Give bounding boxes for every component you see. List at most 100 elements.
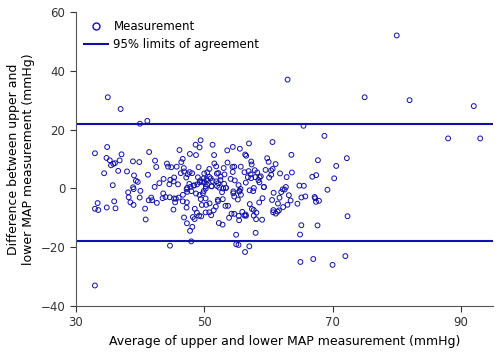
Point [214,170,222,176]
Point [222,185,230,191]
Point [195,213,203,219]
Point [124,190,132,195]
Point [343,155,351,161]
Point [144,118,152,124]
Point [190,216,198,222]
Point [252,210,260,215]
Point [194,174,202,180]
Point [231,178,239,183]
Point [242,180,250,185]
Point [228,211,235,217]
Point [310,194,318,200]
Point [232,241,240,247]
Point [196,192,203,198]
Point [308,174,316,180]
Point [178,159,186,165]
Point [235,217,243,223]
Point [148,197,156,203]
Point [193,210,201,215]
Point [392,33,400,38]
Point [183,220,191,226]
Point [178,156,186,162]
Point [174,195,182,201]
Point [158,195,166,201]
Point [257,174,265,179]
Point [210,207,218,213]
Point [298,222,306,228]
Point [222,203,230,209]
Point [206,166,214,172]
Point [234,213,242,219]
Point [186,169,194,175]
Point [129,159,137,164]
Point [310,256,318,262]
Point [130,202,138,208]
Point [136,188,144,194]
Point [219,196,227,202]
Point [314,223,322,228]
Point [315,198,323,204]
Point [320,133,328,139]
Point [236,164,244,170]
Point [230,189,237,194]
Point [296,232,304,237]
Point [264,159,272,165]
Point [218,222,226,228]
Point [196,144,203,150]
Point [150,184,158,190]
Point [278,186,286,192]
Point [210,160,218,166]
Point [104,94,112,100]
Point [182,205,190,211]
Point [191,206,199,212]
Point [123,169,131,174]
Point [214,198,222,204]
Point [236,146,244,152]
Point [476,136,484,141]
Point [202,196,209,201]
Point [274,201,282,206]
Point [202,186,210,191]
Point [116,106,124,112]
Point [212,204,220,209]
Point [276,195,283,201]
Point [174,181,182,187]
Point [267,168,275,173]
Point [180,165,188,171]
Point [258,217,266,223]
Point [253,170,261,175]
Point [166,195,173,200]
Point [183,189,191,195]
Point [268,166,276,172]
Point [204,169,212,175]
Point [194,164,202,170]
Point [260,184,268,190]
Point [241,152,249,157]
Point [280,187,288,192]
Point [288,152,296,158]
Point [245,141,253,146]
Point [136,159,143,165]
Point [244,174,252,180]
Point [183,200,191,205]
Point [94,207,102,213]
Point [262,167,270,173]
Point [311,196,319,201]
Point [236,188,244,194]
Point [406,97,413,103]
Point [268,197,276,203]
Point [136,195,143,200]
Point [265,175,273,180]
Point [235,189,243,195]
Point [91,206,99,212]
Point [134,179,142,185]
Point [300,123,308,129]
Point [284,77,292,82]
Point [112,206,120,211]
Point [274,209,281,214]
Point [103,144,111,150]
Point [203,182,211,187]
Point [216,177,224,183]
Point [179,192,187,198]
Point [94,200,102,206]
